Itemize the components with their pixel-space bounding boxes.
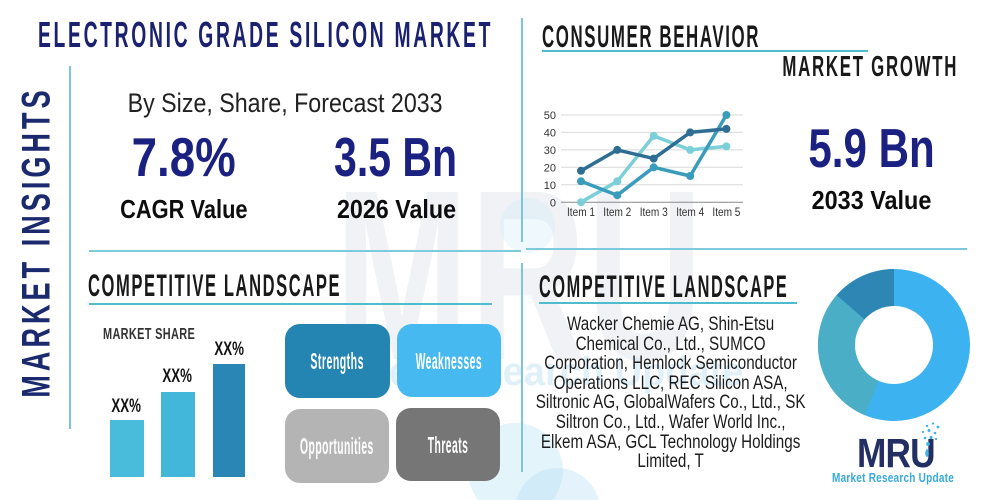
svg-text:10: 10 <box>544 180 556 192</box>
svg-text:30: 30 <box>544 145 556 157</box>
svg-text:Item 2: Item 2 <box>603 205 631 219</box>
svg-text:Item 1: Item 1 <box>567 205 595 219</box>
svg-text:0: 0 <box>550 197 556 209</box>
svg-text:50: 50 <box>544 110 556 122</box>
svg-text:20: 20 <box>544 162 556 174</box>
svg-text:Item 5: Item 5 <box>712 205 740 219</box>
svg-text:Item 3: Item 3 <box>640 205 668 219</box>
svg-text:Item 4: Item 4 <box>676 205 704 219</box>
svg-text:40: 40 <box>544 128 556 140</box>
